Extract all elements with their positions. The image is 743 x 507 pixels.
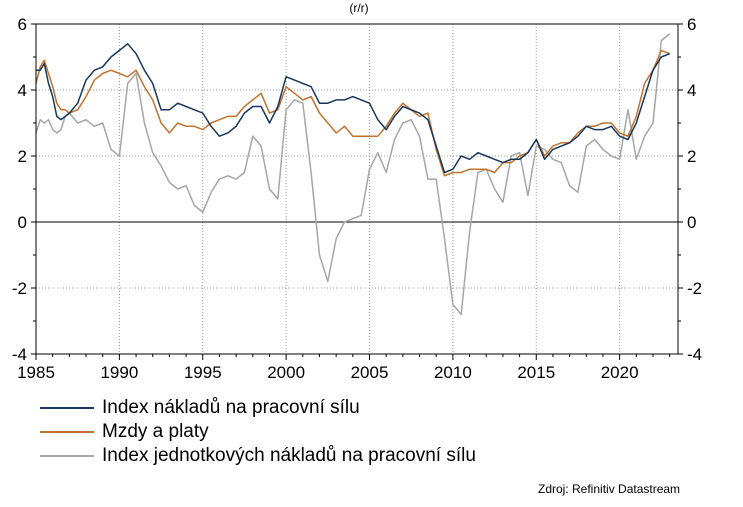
y-tick-label-left: 6 bbox=[18, 15, 27, 34]
y-tick-label-left: -2 bbox=[12, 279, 27, 298]
grid bbox=[36, 24, 678, 354]
legend: Index nákladů na pracovní sílu Mzdy a pl… bbox=[40, 396, 476, 468]
y-tick-label-right: 2 bbox=[687, 147, 696, 166]
y-tick-label-left: 0 bbox=[18, 213, 27, 232]
legend-swatch bbox=[40, 407, 94, 409]
y-tick-label-left: -4 bbox=[12, 345, 27, 364]
legend-label: Index jednotkových nákladů na pracovní s… bbox=[102, 445, 476, 466]
x-tick-label: 2010 bbox=[434, 363, 472, 382]
tick-labels: -4 -4 -2 -2 0 0 2 2 4 4 6 6 1985 1990 1995 2000 2005 2010… bbox=[12, 15, 702, 382]
y-tick-label-right: 0 bbox=[687, 213, 696, 232]
x-tick-label: 2005 bbox=[351, 363, 389, 382]
series-lines bbox=[35, 33, 671, 316]
y-tick-label-right: -2 bbox=[687, 279, 702, 298]
chart-title: (r/r) bbox=[349, 1, 368, 15]
axes bbox=[31, 23, 683, 360]
legend-swatch bbox=[40, 455, 94, 457]
x-tick-label: 2020 bbox=[601, 363, 639, 382]
legend-swatch bbox=[40, 431, 94, 433]
line-chart: (r/r) -4 -4 -2 -2 0 0 2 2 4 4 6 6 1985 1990 1995 2000 20… bbox=[12, 1, 702, 382]
legend-item-unit-labour-cost: Index jednotkových nákladů na pracovní s… bbox=[40, 444, 476, 468]
source-note: Zdroj: Refinitiv Datastream bbox=[538, 482, 681, 496]
y-tick-label-left: 2 bbox=[18, 147, 27, 166]
legend-label: Index nákladů na pracovní sílu bbox=[102, 397, 360, 418]
legend-item-wages-salaries: Mzdy a platy bbox=[40, 420, 476, 444]
x-tick-label: 2000 bbox=[267, 363, 305, 382]
x-tick-label: 1995 bbox=[184, 363, 222, 382]
x-tick-label: 1990 bbox=[100, 363, 138, 382]
x-tick-label: 2015 bbox=[517, 363, 555, 382]
legend-label: Mzdy a platy bbox=[102, 421, 209, 442]
series-line bbox=[35, 33, 671, 316]
y-tick-label-left: 4 bbox=[18, 81, 27, 100]
series-line bbox=[35, 49, 670, 177]
y-tick-label-right: 6 bbox=[687, 15, 696, 34]
legend-item-labour-cost-index: Index nákladů na pracovní sílu bbox=[40, 396, 476, 420]
y-tick-label-right: 4 bbox=[687, 81, 696, 100]
y-tick-label-right: -4 bbox=[687, 345, 702, 364]
series-line bbox=[36, 43, 670, 174]
x-tick-label: 1985 bbox=[17, 363, 55, 382]
